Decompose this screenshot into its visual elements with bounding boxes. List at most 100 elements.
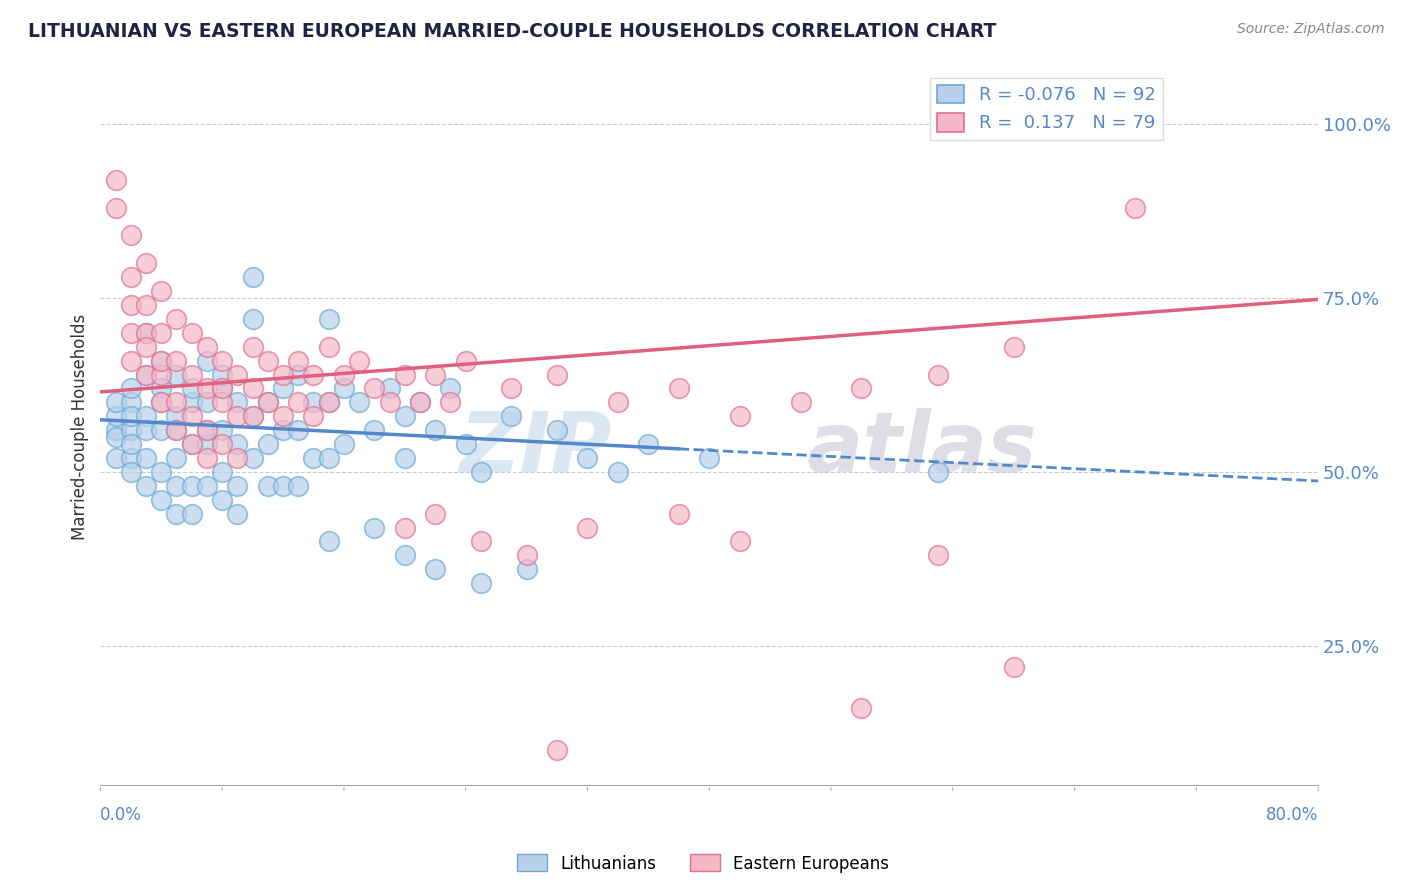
Point	[318, 340, 340, 354]
Point	[927, 549, 949, 563]
Point	[439, 395, 461, 409]
Point	[166, 450, 188, 465]
Point	[271, 423, 294, 437]
Point	[668, 507, 690, 521]
Point	[104, 450, 127, 465]
Point	[378, 395, 401, 409]
Point	[150, 284, 173, 298]
Point	[333, 368, 356, 382]
Point	[470, 576, 492, 591]
Point	[287, 423, 309, 437]
Point	[347, 395, 370, 409]
Point	[120, 409, 142, 424]
Point	[166, 368, 188, 382]
Point	[135, 256, 157, 270]
Point	[576, 520, 599, 534]
Point	[166, 479, 188, 493]
Point	[180, 326, 202, 340]
Point	[378, 381, 401, 395]
Point	[287, 479, 309, 493]
Point	[226, 409, 249, 424]
Text: LITHUANIAN VS EASTERN EUROPEAN MARRIED-COUPLE HOUSEHOLDS CORRELATION CHART: LITHUANIAN VS EASTERN EUROPEAN MARRIED-C…	[28, 22, 997, 41]
Point	[180, 381, 202, 395]
Point	[195, 450, 218, 465]
Point	[728, 409, 751, 424]
Point	[394, 450, 416, 465]
Point	[150, 395, 173, 409]
Point	[120, 437, 142, 451]
Point	[226, 479, 249, 493]
Point	[195, 479, 218, 493]
Point	[150, 423, 173, 437]
Point	[150, 381, 173, 395]
Point	[851, 701, 873, 715]
Point	[150, 465, 173, 479]
Point	[242, 409, 264, 424]
Point	[135, 326, 157, 340]
Point	[271, 479, 294, 493]
Point	[501, 409, 523, 424]
Point	[302, 450, 325, 465]
Point	[195, 340, 218, 354]
Point	[226, 437, 249, 451]
Point	[256, 395, 278, 409]
Point	[302, 395, 325, 409]
Point	[120, 270, 142, 285]
Point	[226, 395, 249, 409]
Point	[195, 353, 218, 368]
Point	[242, 409, 264, 424]
Point	[271, 409, 294, 424]
Legend: Lithuanians, Eastern Europeans: Lithuanians, Eastern Europeans	[510, 847, 896, 880]
Point	[470, 465, 492, 479]
Point	[363, 520, 385, 534]
Point	[120, 353, 142, 368]
Legend: R = -0.076   N = 92, R =  0.137   N = 79: R = -0.076 N = 92, R = 0.137 N = 79	[931, 78, 1163, 140]
Point	[271, 381, 294, 395]
Point	[546, 368, 568, 382]
Point	[470, 534, 492, 549]
Point	[135, 479, 157, 493]
Point	[576, 450, 599, 465]
Point	[363, 381, 385, 395]
Point	[166, 507, 188, 521]
Point	[180, 507, 202, 521]
Text: 0.0%: 0.0%	[100, 806, 142, 824]
Point	[394, 549, 416, 563]
Point	[104, 430, 127, 444]
Point	[606, 465, 628, 479]
Point	[180, 395, 202, 409]
Point	[180, 437, 202, 451]
Point	[454, 437, 477, 451]
Point	[697, 450, 720, 465]
Point	[135, 409, 157, 424]
Point	[150, 326, 173, 340]
Point	[287, 353, 309, 368]
Point	[516, 549, 538, 563]
Point	[302, 409, 325, 424]
Point	[135, 368, 157, 382]
Point	[150, 353, 173, 368]
Point	[180, 368, 202, 382]
Point	[318, 534, 340, 549]
Point	[135, 450, 157, 465]
Point	[256, 353, 278, 368]
Point	[166, 353, 188, 368]
Point	[425, 507, 447, 521]
Point	[120, 326, 142, 340]
Point	[211, 465, 233, 479]
Point	[166, 312, 188, 326]
Point	[242, 340, 264, 354]
Point	[135, 423, 157, 437]
Point	[104, 423, 127, 437]
Point	[256, 437, 278, 451]
Point	[333, 437, 356, 451]
Point	[211, 381, 233, 395]
Point	[242, 312, 264, 326]
Point	[302, 368, 325, 382]
Point	[211, 395, 233, 409]
Point	[287, 368, 309, 382]
Point	[1002, 659, 1025, 673]
Point	[789, 395, 811, 409]
Point	[135, 368, 157, 382]
Point	[104, 395, 127, 409]
